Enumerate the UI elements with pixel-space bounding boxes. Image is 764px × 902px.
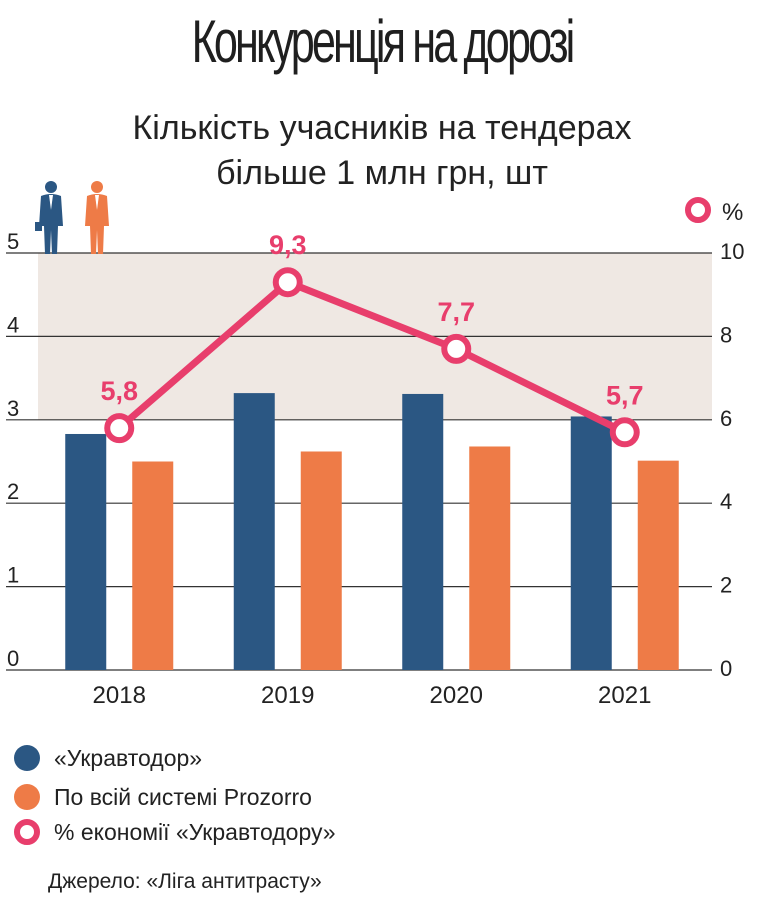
- ring-percent-icon: [685, 197, 711, 223]
- left-tick-label: 0: [7, 646, 19, 671]
- savings-data-label-2019: 9,3: [269, 230, 307, 260]
- savings-data-label-2020: 7,7: [437, 297, 475, 327]
- bar-prozorro-2021: [637, 460, 679, 670]
- left-tick-label: 1: [7, 563, 19, 588]
- right-tick-label: 6: [720, 406, 732, 431]
- legend-item-prozorro: По всій системі Prozorro: [14, 780, 312, 814]
- savings-point-2020: [441, 333, 472, 364]
- bar-ukravtodor-2020: [402, 393, 444, 670]
- bar-prozorro-2019: [300, 451, 342, 670]
- x-axis-labels: 2018 2019 2020 2021: [93, 682, 652, 709]
- bar-prozorro-2018: [132, 461, 174, 670]
- legend-item-ukravtodor: «Укравтодор»: [14, 741, 202, 775]
- legend-label-savings: % економії «Укравтодору»: [54, 818, 336, 845]
- page-title: Конкуренція на дорозі: [191, 8, 576, 75]
- left-tick-label: 2: [7, 479, 19, 504]
- x-tick-label-2019: 2019: [261, 682, 314, 709]
- savings-line-layer: 5,8 9,3 7,7 5,7: [100, 230, 644, 448]
- x-tick-label-2020: 2020: [430, 682, 483, 709]
- background-band-0: [38, 336, 712, 420]
- legend-label-prozorro: По всій системі Prozorro: [54, 783, 312, 810]
- bar-ukravtodor-2021: [570, 416, 612, 670]
- right-tick-label: 8: [720, 322, 732, 347]
- legend-swatch-ukravtodor: [14, 745, 40, 771]
- bar-prozorro-2020: [469, 446, 511, 670]
- left-tick-label: 4: [7, 312, 19, 337]
- legend-label-ukravtodor: «Укравтодор»: [54, 744, 203, 771]
- person-blue-icon: [35, 181, 63, 254]
- background-band-1: [38, 253, 712, 337]
- savings-point-2019: [272, 267, 303, 298]
- right-tick-label: 10: [720, 239, 744, 264]
- legend-swatch-prozorro: [14, 784, 40, 810]
- x-tick-label-2018: 2018: [93, 682, 146, 709]
- left-tick-label: 5: [7, 229, 19, 254]
- chart-subtitle-line1: Кількість учасників на тендерах: [132, 109, 632, 147]
- savings-line: [116, 278, 627, 436]
- chart-subtitle-line2: більше 1 млн грн, шт: [216, 154, 548, 192]
- savings-data-label-2021: 5,7: [606, 380, 644, 410]
- bars: [65, 393, 679, 670]
- savings-point-2018: [104, 413, 135, 444]
- person-orange-icon: [85, 181, 109, 254]
- left-tick-label: 3: [7, 396, 19, 421]
- right-axis-unit-label: %: [722, 199, 743, 226]
- bar-ukravtodor-2019: [233, 393, 275, 670]
- right-tick-label: 2: [720, 573, 732, 598]
- axis-icons: %: [35, 181, 743, 254]
- source-note: Джерело: «Ліга антитрасту»: [48, 870, 322, 893]
- background-bands: [38, 253, 712, 420]
- x-tick-label-2021: 2021: [598, 682, 651, 709]
- left-axis-ticks: 0 1 2 3 4 5: [7, 229, 19, 671]
- right-tick-label: 4: [720, 489, 732, 514]
- combo-chart: 0 1 2 3 4 5 0 2 4 6 8 10 2018 2019 2020 2021 5,8 9,3 7,…: [6, 181, 744, 709]
- legend-item-savings: % економії «Укравтодору»: [14, 815, 336, 849]
- right-axis-ticks: 0 2 4 6 8 10: [720, 239, 744, 681]
- bar-ukravtodor-2018: [65, 433, 107, 670]
- savings-data-label-2018: 5,8: [100, 376, 138, 406]
- savings-point-2021: [609, 417, 640, 448]
- right-tick-label: 0: [720, 656, 732, 681]
- legend-swatch-savings: [14, 819, 40, 845]
